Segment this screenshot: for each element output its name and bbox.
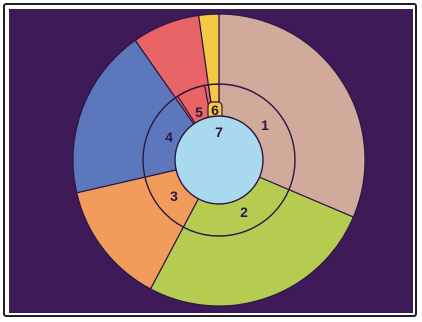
center-label-7: 7 xyxy=(215,124,223,140)
inner-arcs xyxy=(176,83,223,161)
segment-label-6: 6 xyxy=(211,102,219,118)
segment-label-4: 4 xyxy=(165,129,173,145)
segment-label-1: 1 xyxy=(261,117,269,133)
segment-3-outer-slice xyxy=(76,159,221,290)
nested-circle-diagram: 1 2 3 4 5 6 7 xyxy=(9,9,413,313)
segment-label-2: 2 xyxy=(240,204,248,220)
segment-5-inner-lobe xyxy=(176,84,220,161)
center-circle xyxy=(174,115,264,205)
diagram-canvas: 1 2 3 4 5 6 7 xyxy=(9,9,413,313)
segment-6-inner-lobe xyxy=(207,83,220,161)
segment-label-3: 3 xyxy=(170,188,178,204)
segment-label-5: 5 xyxy=(195,104,203,120)
